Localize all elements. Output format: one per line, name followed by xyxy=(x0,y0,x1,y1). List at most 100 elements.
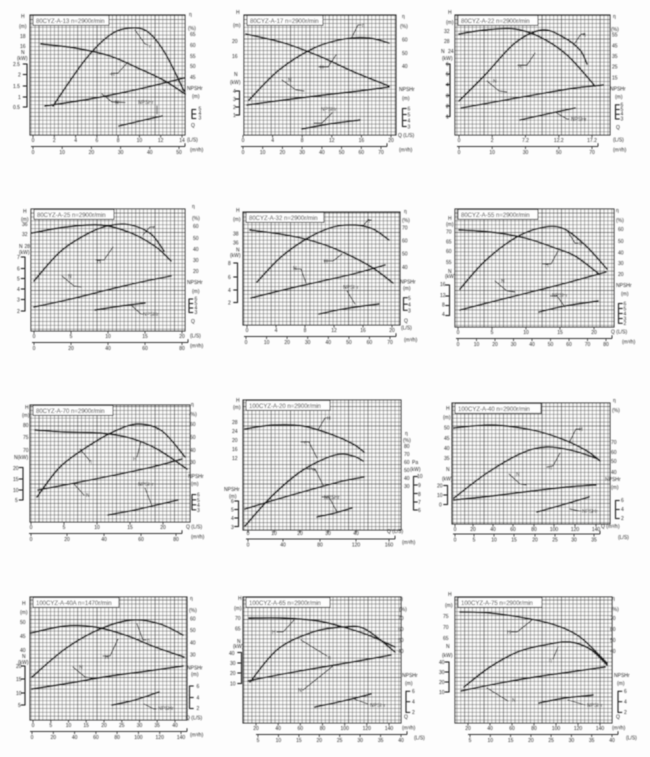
svg-text:20: 20 xyxy=(618,272,624,278)
svg-text:140: 140 xyxy=(177,735,186,741)
svg-text:6: 6 xyxy=(228,275,231,281)
svg-text:10: 10 xyxy=(230,682,236,688)
svg-text:40: 40 xyxy=(193,247,199,253)
svg-text:4: 4 xyxy=(231,516,234,522)
svg-text:10: 10 xyxy=(439,690,445,696)
svg-text:60: 60 xyxy=(359,150,365,156)
svg-text:140: 140 xyxy=(385,726,394,732)
svg-text:(m³/h): (m³/h) xyxy=(190,148,204,154)
svg-text:(m): (m) xyxy=(615,95,623,101)
svg-text:15: 15 xyxy=(612,76,618,82)
svg-text:η: η xyxy=(89,459,92,465)
svg-text:2: 2 xyxy=(491,138,494,144)
svg-text:NPSHr: NPSHr xyxy=(616,283,632,289)
svg-text:η: η xyxy=(400,596,403,602)
svg-text:30: 30 xyxy=(571,537,577,543)
svg-text:3: 3 xyxy=(231,525,234,531)
svg-text:15: 15 xyxy=(557,330,563,336)
svg-text:4: 4 xyxy=(195,306,198,312)
svg-text:2: 2 xyxy=(197,706,200,712)
svg-text:80CYZ-A-17 n=2900r/min: 80CYZ-A-17 n=2900r/min xyxy=(250,19,319,25)
svg-text:80: 80 xyxy=(531,527,537,533)
svg-text:(m): (m) xyxy=(20,610,28,616)
svg-text:10: 10 xyxy=(105,334,111,340)
svg-text:100: 100 xyxy=(552,726,561,732)
svg-text:24: 24 xyxy=(448,49,454,55)
svg-text:40: 40 xyxy=(402,64,408,70)
svg-text:55: 55 xyxy=(446,260,452,266)
svg-text:20: 20 xyxy=(470,527,476,533)
svg-text:40: 40 xyxy=(147,150,153,156)
svg-text:8: 8 xyxy=(304,328,307,334)
svg-text:3: 3 xyxy=(195,310,198,316)
svg-text:50: 50 xyxy=(176,150,182,156)
svg-text:4: 4 xyxy=(621,112,624,118)
svg-text:15: 15 xyxy=(511,537,517,543)
svg-text:4: 4 xyxy=(271,138,274,144)
svg-text:η: η xyxy=(402,14,405,20)
svg-text:5: 5 xyxy=(15,498,18,504)
svg-text:N: N xyxy=(446,467,450,473)
svg-text:15: 15 xyxy=(296,738,302,744)
svg-text:20: 20 xyxy=(388,138,394,144)
svg-text:10: 10 xyxy=(271,531,277,537)
svg-text:5: 5 xyxy=(49,723,52,729)
svg-text:η: η xyxy=(613,398,616,404)
svg-text:η: η xyxy=(612,596,615,602)
svg-text:NPSHr: NPSHr xyxy=(187,280,203,286)
svg-text:H: H xyxy=(236,398,240,404)
svg-text:20: 20 xyxy=(284,340,290,346)
svg-text:(m): (m) xyxy=(233,405,241,411)
svg-text:(%): (%) xyxy=(192,216,200,222)
svg-text:40: 40 xyxy=(326,340,332,346)
svg-text:H: H xyxy=(111,72,115,78)
svg-text:15: 15 xyxy=(508,738,514,744)
svg-text:6: 6 xyxy=(624,689,627,695)
svg-text:N(kW): N(kW) xyxy=(14,455,28,461)
svg-text:0: 0 xyxy=(33,346,36,352)
svg-text:60: 60 xyxy=(190,617,196,623)
svg-text:60: 60 xyxy=(138,537,144,543)
svg-text:7.2: 7.2 xyxy=(522,138,529,144)
svg-text:70: 70 xyxy=(404,452,410,458)
svg-text:4: 4 xyxy=(442,312,445,318)
svg-text:2: 2 xyxy=(624,321,627,327)
svg-text:50: 50 xyxy=(548,342,554,348)
svg-text:20: 20 xyxy=(160,525,166,531)
svg-text:20: 20 xyxy=(439,680,445,686)
svg-text:(kW): (kW) xyxy=(442,477,453,483)
svg-text:40: 40 xyxy=(610,649,616,655)
svg-text:H: H xyxy=(22,601,26,607)
svg-text:H: H xyxy=(236,10,240,16)
svg-text:η: η xyxy=(189,12,192,18)
svg-text:N: N xyxy=(115,100,119,106)
svg-text:Q: Q xyxy=(616,125,620,131)
svg-text:H: H xyxy=(324,259,328,265)
svg-text:H: H xyxy=(327,416,331,422)
svg-text:120: 120 xyxy=(574,726,583,732)
svg-text:10: 10 xyxy=(16,691,22,697)
svg-text:H: H xyxy=(518,65,522,71)
svg-text:35: 35 xyxy=(589,738,595,744)
svg-text:10: 10 xyxy=(94,525,100,531)
svg-text:100CYZ-A-75 n=2900r/min: 100CYZ-A-75 n=2900r/min xyxy=(461,601,533,607)
svg-text:η: η xyxy=(616,208,619,214)
svg-text:20: 20 xyxy=(51,735,57,741)
svg-text:60: 60 xyxy=(398,627,404,633)
svg-text:η: η xyxy=(549,658,552,664)
svg-text:100: 100 xyxy=(134,735,143,741)
svg-text:(L/S): (L/S) xyxy=(613,138,624,144)
svg-text:0: 0 xyxy=(457,330,460,336)
svg-text:16: 16 xyxy=(359,138,365,144)
svg-text:70: 70 xyxy=(398,616,404,622)
svg-text:60: 60 xyxy=(193,224,199,230)
svg-text:N: N xyxy=(237,639,241,645)
svg-text:Q: Q xyxy=(404,319,408,325)
svg-text:20: 20 xyxy=(13,466,19,472)
svg-text:NPSHr: NPSHr xyxy=(400,280,416,286)
svg-text:100CYZ-A-40A n=1470r/min: 100CYZ-A-40A n=1470r/min xyxy=(36,601,112,607)
svg-text:3: 3 xyxy=(408,125,411,131)
svg-text:10: 10 xyxy=(13,488,19,494)
svg-text:NPSHr: NPSHr xyxy=(399,87,415,93)
svg-text:30: 30 xyxy=(230,661,236,667)
